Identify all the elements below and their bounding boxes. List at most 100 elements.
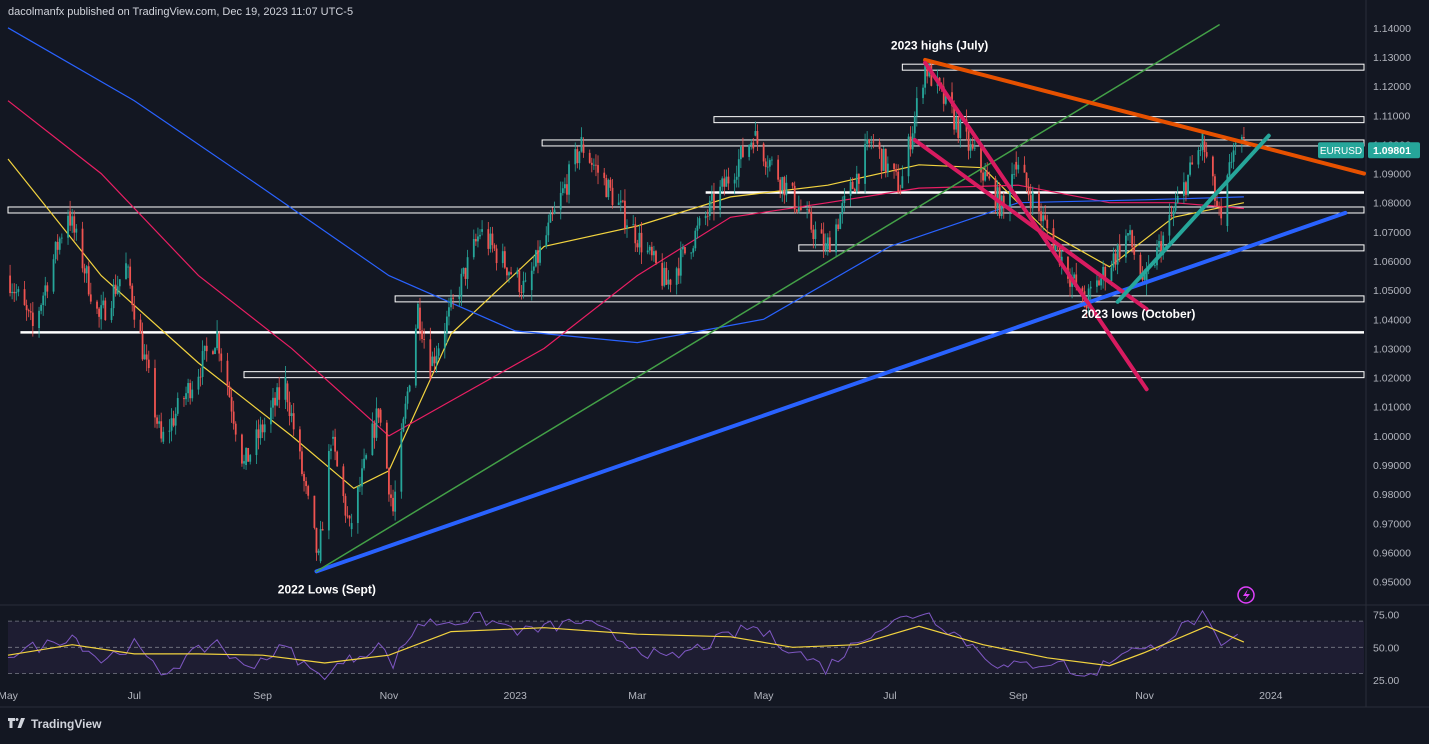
candle-body <box>147 359 150 369</box>
horizontal-level-band <box>901 63 1365 71</box>
candle-body <box>957 116 960 138</box>
candle-body <box>176 398 179 414</box>
x-tick-label: 2023 <box>504 690 528 702</box>
candle-body <box>650 246 653 256</box>
candle-body <box>27 310 30 312</box>
horizontal-level-band <box>7 206 1365 214</box>
candle-body <box>754 131 757 136</box>
candle-body <box>332 436 334 439</box>
candle-body <box>112 284 115 309</box>
rsi-signal-line <box>7 625 1245 667</box>
symbol-label: EURUSD <box>1320 146 1362 157</box>
candle-body <box>1075 274 1078 288</box>
candle-body <box>375 408 378 438</box>
candle-body <box>922 87 924 99</box>
candle-body <box>1104 266 1107 282</box>
candle-body <box>334 436 336 452</box>
candle-body <box>363 458 365 469</box>
candle-body <box>307 486 310 496</box>
candle-body <box>25 305 28 311</box>
candle-body <box>580 137 583 152</box>
candle-body <box>677 268 680 276</box>
candle-body <box>1182 182 1185 196</box>
candle-body <box>379 409 382 423</box>
candle-body <box>768 160 771 167</box>
y-tick-label: 1.06000 <box>1373 256 1411 268</box>
tradingview-brand[interactable]: TradingView <box>8 717 101 731</box>
candle-body <box>692 248 695 253</box>
candle-body <box>518 270 521 293</box>
candle-body <box>1230 161 1233 163</box>
candle-body <box>479 234 481 237</box>
candle-body <box>139 319 142 334</box>
candle-body <box>582 144 585 153</box>
candle-body <box>959 119 962 138</box>
candle-body <box>234 423 237 435</box>
x-tick-label: Sep <box>1009 690 1028 702</box>
candle-body <box>1131 230 1134 248</box>
candle-body <box>330 448 332 452</box>
candle-body <box>551 213 554 215</box>
candle-body <box>648 246 651 251</box>
candle-body <box>1201 133 1204 151</box>
candle-body <box>909 136 912 150</box>
candle-body <box>431 356 434 366</box>
candle-body <box>1031 192 1034 209</box>
candle-body <box>1017 164 1020 170</box>
candle-body <box>102 300 105 306</box>
candle-body <box>232 411 235 424</box>
candle-body <box>286 383 289 403</box>
candle-body <box>278 387 281 400</box>
candle-body <box>1145 269 1148 285</box>
candle-body <box>611 187 614 206</box>
candle-body <box>820 229 823 234</box>
candle-body <box>187 383 190 394</box>
candle-body <box>104 300 107 321</box>
candle-body <box>373 423 376 438</box>
publisher-caption: dacolmanfx published on TradingView.com,… <box>8 6 354 18</box>
candle-body <box>636 243 639 248</box>
candle-body <box>156 417 158 424</box>
candle-body <box>489 233 492 249</box>
candle-body <box>967 131 970 151</box>
candle-body <box>141 333 144 360</box>
candle-body <box>1189 162 1192 175</box>
candle-body <box>750 142 753 146</box>
candle-body <box>810 211 813 230</box>
candle-body <box>713 194 715 210</box>
candle-body <box>371 423 374 456</box>
candle-body <box>321 529 324 531</box>
x-tick-label: Sep <box>253 690 272 702</box>
candle-body <box>624 200 626 229</box>
candle-body <box>421 330 423 340</box>
candle-body <box>849 181 852 196</box>
candle-body <box>969 144 972 151</box>
candle-body <box>1127 233 1129 236</box>
candle-body <box>199 376 202 378</box>
candle-body <box>474 239 477 242</box>
candle-body <box>1174 202 1177 211</box>
candle-body <box>1172 210 1175 216</box>
trendline <box>923 57 1366 176</box>
candle-body <box>545 235 548 247</box>
candle-body <box>17 289 20 292</box>
candle-body <box>1096 280 1098 287</box>
candle-body <box>1118 244 1121 258</box>
candle-body <box>632 224 635 226</box>
candle-body <box>67 215 69 238</box>
candle-body <box>477 236 479 242</box>
candle-body <box>9 275 11 294</box>
candle-body <box>508 272 510 276</box>
candle-body <box>290 413 293 417</box>
candle-body <box>752 142 755 149</box>
candle-body <box>1044 215 1047 220</box>
candle-body <box>1170 215 1173 216</box>
candle-body <box>901 176 904 189</box>
candle-body <box>826 237 829 250</box>
candle-body <box>853 188 856 192</box>
candle-body <box>955 116 958 130</box>
candle-body <box>574 149 577 165</box>
rsi-line <box>7 609 1238 681</box>
